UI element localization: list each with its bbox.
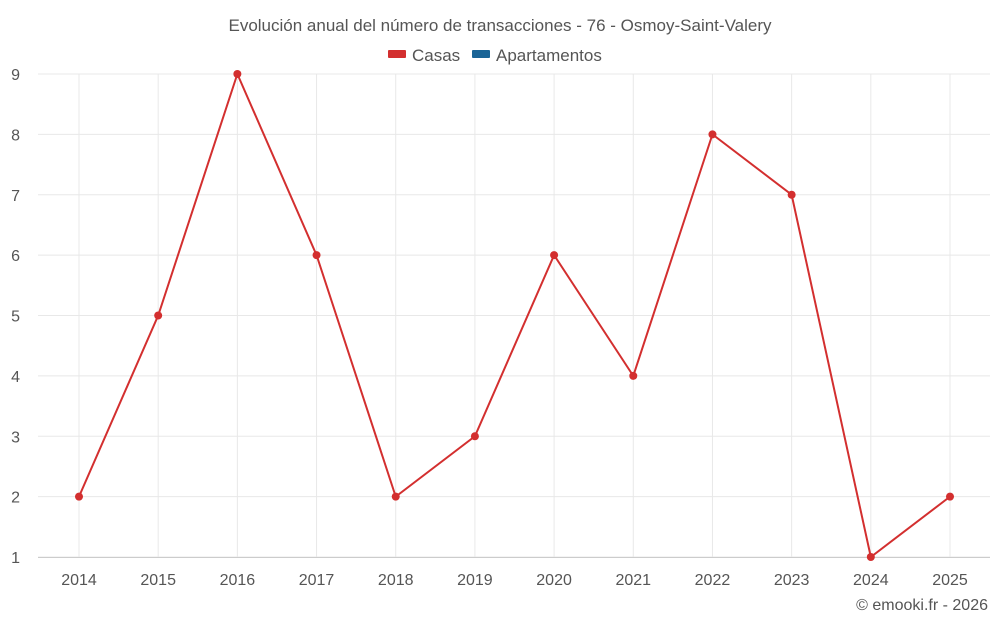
data-point[interactable] <box>550 251 559 260</box>
y-tick-label: 8 <box>11 127 20 144</box>
y-tick-label: 9 <box>11 67 20 84</box>
y-tick-label: 4 <box>11 369 20 386</box>
x-tick-label: 2014 <box>61 572 97 589</box>
y-tick-label: 3 <box>11 429 20 446</box>
x-tick-label: 2017 <box>299 572 335 589</box>
x-tick-label: 2024 <box>853 572 889 589</box>
x-tick-label: 2019 <box>457 572 493 589</box>
legend-swatch-casas <box>388 50 406 58</box>
x-tick-label: 2018 <box>378 572 414 589</box>
legend: Casas Apartamentos <box>388 46 602 65</box>
y-tick-label: 7 <box>11 188 20 205</box>
y-tick-label: 2 <box>11 490 20 507</box>
series-line-casas <box>78 71 951 559</box>
x-tick-label: 2015 <box>140 572 176 589</box>
data-point[interactable] <box>312 251 321 260</box>
legend-label-apartamentos: Apartamentos <box>496 46 602 65</box>
x-tick-label: 2016 <box>220 572 256 589</box>
y-tick-label: 1 <box>11 550 20 567</box>
chart-title: Evolución anual del número de transaccio… <box>228 16 772 35</box>
data-point[interactable] <box>629 371 638 380</box>
y-tick-label: 5 <box>11 309 20 326</box>
legend-item-apartamentos[interactable]: Apartamentos <box>472 46 602 65</box>
legend-item-casas[interactable]: Casas <box>388 46 460 65</box>
y-axis: 1 2 3 4 5 6 7 8 9 <box>11 67 20 567</box>
data-point[interactable] <box>787 190 796 199</box>
x-gridlines <box>78 74 951 557</box>
series-group <box>75 70 954 561</box>
credit-text: © emooki.fr - 2026 <box>856 597 988 614</box>
data-point[interactable] <box>391 492 400 501</box>
y-gridlines <box>38 73 990 558</box>
data-point[interactable] <box>470 432 479 441</box>
x-tick-label: 2021 <box>615 572 651 589</box>
x-tick-label: 2025 <box>932 572 968 589</box>
x-tick-label: 2022 <box>695 572 731 589</box>
legend-swatch-apartamentos <box>472 50 490 58</box>
data-point[interactable] <box>154 311 163 320</box>
data-point[interactable] <box>866 553 875 561</box>
data-point[interactable] <box>233 70 242 78</box>
x-tick-label: 2020 <box>536 572 572 589</box>
data-point[interactable] <box>75 492 83 501</box>
data-point[interactable] <box>946 492 954 501</box>
y-tick-label: 6 <box>11 248 20 265</box>
legend-label-casas: Casas <box>412 46 460 65</box>
data-point[interactable] <box>708 130 717 139</box>
x-tick-label: 2023 <box>774 572 810 589</box>
x-axis: 2014 2015 2016 2017 2018 2019 2020 2021 2022 2023… <box>61 572 968 589</box>
